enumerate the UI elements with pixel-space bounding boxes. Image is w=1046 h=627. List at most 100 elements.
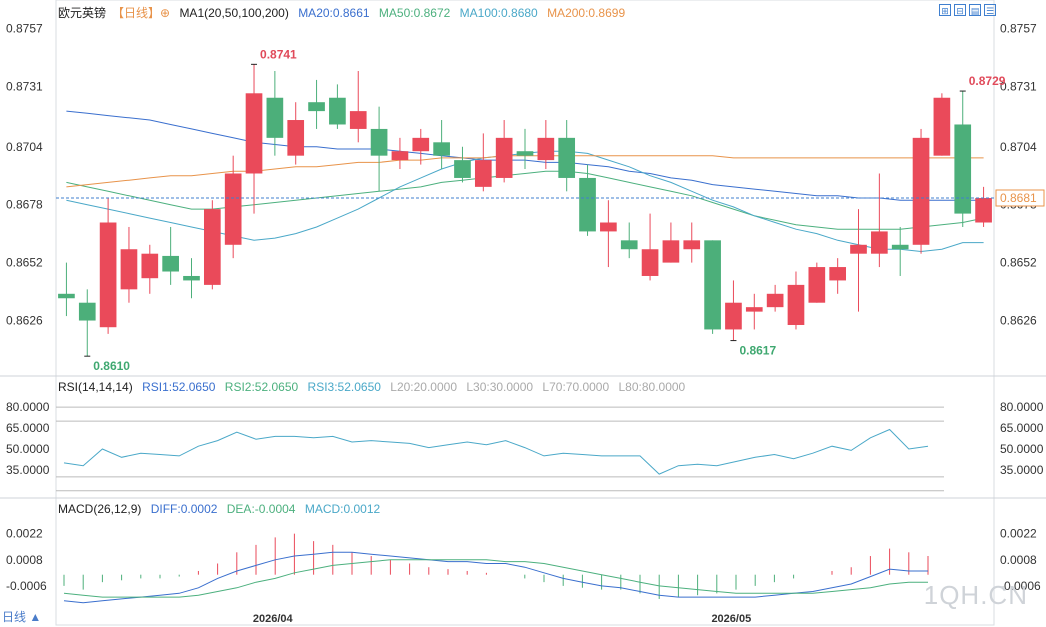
y-tick-label-right: 0.8704 xyxy=(1000,140,1037,154)
candle-body xyxy=(391,151,409,161)
period-add-icon[interactable]: ⊕ xyxy=(160,6,171,20)
y-tick-label-left: 0.8704 xyxy=(6,140,43,154)
macd-panel-header: MACD(26,12,9) DIFF:0.0002 DEA:-0.0004 MA… xyxy=(58,502,386,516)
macd-y-tick-label-right: 0.0022 xyxy=(1000,527,1037,541)
rsi-l80-value: L80:80.0000 xyxy=(618,380,686,394)
candle-body xyxy=(287,120,305,156)
rsi-l70-value: L70:70.0000 xyxy=(542,380,610,394)
y-tick-label-right: 0.8652 xyxy=(1000,256,1037,270)
ma-line-ma50 xyxy=(66,170,984,230)
macd-y-tick-label-left: 0.0022 xyxy=(6,527,43,541)
candle-body xyxy=(829,267,847,281)
extreme-price-label: 0.8617 xyxy=(739,344,776,358)
macd-dea-value: DEA:-0.0004 xyxy=(226,502,296,516)
y-tick-label-left: 0.8757 xyxy=(6,22,43,36)
macd-y-tick-label-left: -0.0006 xyxy=(6,579,47,593)
candle-body xyxy=(412,137,430,152)
last-price-label: 0.8681 xyxy=(1000,191,1037,205)
extreme-price-label: 0.8729 xyxy=(969,74,1006,88)
zoom-out-icon[interactable]: ⊟ xyxy=(954,4,966,16)
rsi-y-tick-label-right: 35.0000 xyxy=(1000,463,1044,477)
rsi-panel-header: RSI(14,14,14) RSI1:52.0650 RSI2:52.0650 … xyxy=(58,380,691,394)
candle-body xyxy=(787,284,805,325)
price-panel-header: 欧元英镑 【日线】⊕ MA1(20,50,100,200) MA20:0.8661… xyxy=(58,4,631,21)
rsi-y-tick-label-left: 35.0000 xyxy=(6,463,50,477)
candle-body xyxy=(641,249,659,276)
extreme-price-label: 0.8610 xyxy=(93,359,130,373)
candle-body xyxy=(224,173,242,245)
macd-diff-value: DIFF:0.0002 xyxy=(150,502,218,516)
candle-body xyxy=(975,198,992,223)
candle-body xyxy=(349,111,367,129)
plot-frame xyxy=(55,0,995,626)
macd-hist-value: MACD:0.0012 xyxy=(304,502,381,516)
candle-body xyxy=(620,240,638,250)
chart-toolbar: ⊞ ⊟ ▤ ☰ xyxy=(939,4,996,16)
candle-body xyxy=(537,137,555,161)
candle-body xyxy=(850,244,867,254)
candle-body xyxy=(454,160,471,178)
candle-body xyxy=(912,137,930,245)
y-tick-label-right: 0.8731 xyxy=(1000,80,1037,94)
candle-body xyxy=(308,102,325,112)
candle-body xyxy=(99,222,117,328)
candle-body xyxy=(871,231,888,254)
candle-body xyxy=(933,97,951,156)
ma50-value: MA50:0.8672 xyxy=(378,6,451,20)
candle-body xyxy=(266,97,284,138)
y-tick-label-left: 0.8678 xyxy=(6,198,43,212)
rsi-y-tick-label-left: 80.0000 xyxy=(6,400,50,414)
y-tick-label-left: 0.8626 xyxy=(6,314,43,328)
candle-body xyxy=(329,97,346,125)
y-tick-label-left: 0.8652 xyxy=(6,256,43,270)
last-price-tag xyxy=(995,189,1045,207)
rsi-y-tick-label-right: 65.0000 xyxy=(1000,421,1044,435)
zoom-in-icon[interactable]: ⊞ xyxy=(939,4,951,16)
candle-body xyxy=(725,302,742,330)
rsi-y-tick-label-left: 65.0000 xyxy=(6,421,50,435)
rsi-y-tick-label-right: 80.0000 xyxy=(1000,400,1044,414)
candle-body xyxy=(58,293,75,299)
candle-body xyxy=(370,128,388,156)
ma20-value: MA20:0.8661 xyxy=(298,6,370,20)
candle-body xyxy=(120,249,138,290)
candle-body xyxy=(600,222,617,232)
candle-body xyxy=(141,253,159,279)
candle-body xyxy=(766,293,784,308)
ma200-value: MA200:0.8699 xyxy=(547,6,626,20)
rsi-y-tick-label-right: 50.0000 xyxy=(1000,442,1044,456)
candle-body xyxy=(954,124,972,214)
candle-body xyxy=(474,160,492,187)
x-tick-label: 2026/04 xyxy=(253,613,294,625)
rsi3-value: RSI3:52.0650 xyxy=(307,380,381,394)
period-footer-label[interactable]: 日线 ▲ xyxy=(2,610,42,624)
candle-body xyxy=(891,244,909,250)
extreme-price-label: 0.8741 xyxy=(260,47,297,61)
macd-y-tick-label-left: 0.0008 xyxy=(6,553,43,567)
candle-body xyxy=(662,240,680,263)
candle-body xyxy=(745,307,763,312)
y-tick-label-right: 0.8626 xyxy=(1000,314,1037,328)
rsi-label[interactable]: RSI(14,14,14) xyxy=(58,380,133,394)
candle-body xyxy=(579,177,596,232)
rsi-l20-value: L20:20.0000 xyxy=(390,380,457,394)
y-tick-label-left: 0.8731 xyxy=(6,80,43,94)
rsi1-value: RSI1:52.0650 xyxy=(142,380,216,394)
watermark: 1QH.CN xyxy=(923,580,1028,610)
settings-icon[interactable]: ☰ xyxy=(984,4,996,16)
rsi2-value: RSI2:52.0650 xyxy=(224,380,299,394)
ma-indicator-label[interactable]: MA1(20,50,100,200) xyxy=(179,6,289,20)
rsi-l30-value: L30:30.0000 xyxy=(466,380,534,394)
candle-body xyxy=(558,137,576,178)
x-tick-label: 2026/05 xyxy=(711,613,751,625)
macd-label[interactable]: MACD(26,12,9) xyxy=(58,502,142,516)
candle-body xyxy=(808,267,826,303)
layout-icon[interactable]: ▤ xyxy=(969,4,981,16)
rsi-line xyxy=(63,428,929,475)
macd-y-tick-label-right: -0.0006 xyxy=(1000,579,1041,593)
ma100-value: MA100:0.8680 xyxy=(459,6,538,20)
period-label[interactable]: 【日线】 xyxy=(112,6,161,20)
candle-body xyxy=(704,240,721,330)
candle-body xyxy=(78,302,96,321)
